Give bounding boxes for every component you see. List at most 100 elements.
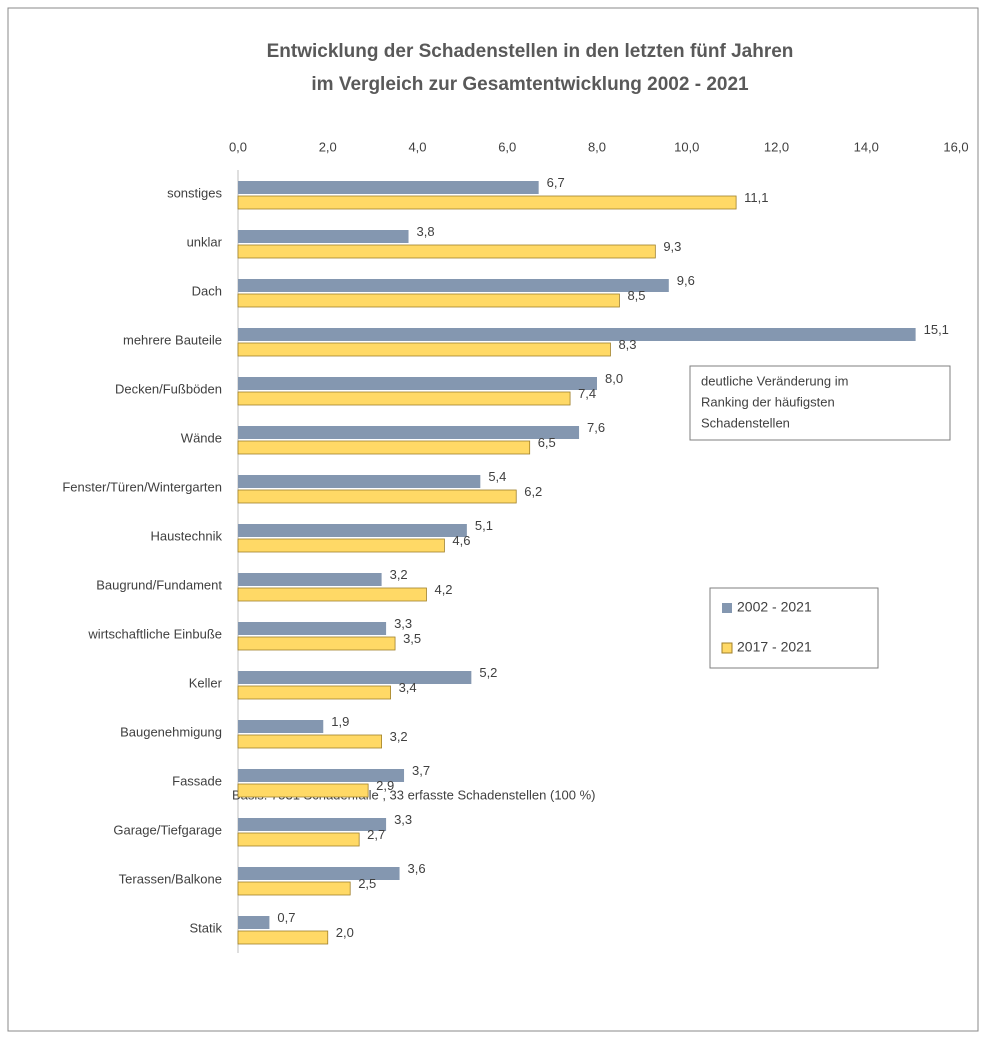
bar [238, 916, 270, 929]
data-label: 5,2 [479, 665, 497, 680]
x-tick-label: 14,0 [854, 139, 879, 154]
legend-swatch [722, 603, 732, 613]
x-tick-label: 2,0 [319, 139, 337, 154]
data-label: 6,2 [524, 484, 542, 499]
y-tick-label: Wände [181, 430, 222, 445]
y-tick-label: Fenster/Türen/Wintergarten [62, 479, 222, 494]
x-tick-label: 4,0 [408, 139, 426, 154]
bar [237, 440, 531, 455]
bar [238, 524, 467, 537]
bar [237, 832, 360, 847]
y-tick-label: Dach [192, 283, 222, 298]
x-tick-label: 8,0 [588, 139, 606, 154]
bar [238, 328, 916, 341]
bar [237, 734, 383, 749]
y-tick-label: Terassen/Balkone [119, 871, 222, 886]
bar [237, 195, 737, 210]
data-label: 3,3 [394, 616, 412, 631]
data-label: 6,5 [538, 435, 556, 450]
data-label: 2,9 [376, 778, 394, 793]
y-tick-label: Baugrund/Fundament [96, 577, 222, 592]
data-label: 3,4 [399, 680, 417, 695]
x-tick-label: 6,0 [498, 139, 516, 154]
data-label: 4,2 [434, 582, 452, 597]
chart-title: Entwicklung der Schadenstellen in den le… [267, 41, 794, 62]
y-tick-label: Keller [189, 675, 223, 690]
legend-label: 2002 - 2021 [737, 599, 812, 615]
bar [237, 930, 329, 945]
data-label: 8,0 [605, 371, 623, 386]
data-label: 15,1 [924, 322, 949, 337]
data-label: 7,6 [587, 420, 605, 435]
bar [238, 181, 539, 194]
x-tick-label: 10,0 [674, 139, 699, 154]
y-tick-label: sonstiges [167, 185, 222, 200]
bar [237, 881, 351, 896]
bar [238, 720, 324, 733]
y-tick-label: Haustechnik [150, 528, 222, 543]
data-label: 3,6 [408, 861, 426, 876]
data-label: 3,8 [417, 224, 435, 239]
bar [238, 475, 481, 488]
data-label: 3,3 [394, 812, 412, 827]
annotation: deutliche Veränderung im [701, 373, 848, 388]
bar [237, 244, 656, 259]
bar [238, 426, 580, 439]
bar [237, 391, 571, 406]
y-tick-label: Garage/Tiefgarage [113, 822, 222, 837]
legend-swatch [721, 642, 733, 654]
data-label: 2,5 [358, 876, 376, 891]
bar [237, 342, 611, 357]
data-label: 2,0 [336, 925, 354, 940]
chart-border [7, 7, 979, 1032]
data-label: 5,4 [488, 469, 506, 484]
y-tick-label: wirtschaftliche Einbuße [87, 626, 222, 641]
data-label: 1,9 [331, 714, 349, 729]
y-tick-label: Statik [189, 920, 222, 935]
chart-title: im Vergleich zur Gesamtentwicklung 2002 … [311, 74, 749, 95]
data-label: 4,6 [452, 533, 470, 548]
annotation: Schadenstellen [701, 415, 790, 430]
bar [238, 671, 472, 684]
x-tick-label: 0,0 [229, 139, 247, 154]
data-label: 8,5 [627, 288, 645, 303]
data-label: 8,3 [618, 337, 636, 352]
y-tick-label: unklar [187, 234, 223, 249]
y-tick-label: Decken/Fußböden [115, 381, 222, 396]
bar [238, 867, 400, 880]
data-label: 3,2 [390, 729, 408, 744]
data-label: 6,7 [547, 175, 565, 190]
legend-box [709, 587, 879, 669]
x-tick-label: 12,0 [764, 139, 789, 154]
annotation-box [689, 365, 951, 441]
y-tick-label: Fassade [172, 773, 222, 788]
data-label: 2,7 [367, 827, 385, 842]
data-label: 0,7 [277, 910, 295, 925]
y-tick-label: Baugenehmigung [120, 724, 222, 739]
annotation: Ranking der häufigsten [701, 394, 835, 409]
bar [238, 573, 382, 586]
legend-label: 2017 - 2021 [737, 639, 812, 655]
data-label: 11,1 [744, 190, 768, 205]
bar [238, 622, 387, 635]
data-label: 3,2 [390, 567, 408, 582]
bar [237, 587, 427, 602]
data-label: 3,5 [403, 631, 421, 646]
bar [237, 293, 620, 308]
bar [237, 783, 369, 798]
data-label: 9,3 [663, 239, 681, 254]
bar [238, 377, 597, 390]
data-label: 7,4 [578, 386, 596, 401]
bar [237, 636, 396, 651]
bar [238, 769, 405, 782]
data-label: 5,1 [475, 518, 493, 533]
bar [237, 489, 517, 504]
bar [237, 538, 445, 553]
bar [238, 818, 387, 831]
y-tick-label: mehrere Bauteile [123, 332, 222, 347]
data-label: 3,7 [412, 763, 430, 778]
bar [238, 279, 669, 292]
bar [237, 685, 391, 700]
